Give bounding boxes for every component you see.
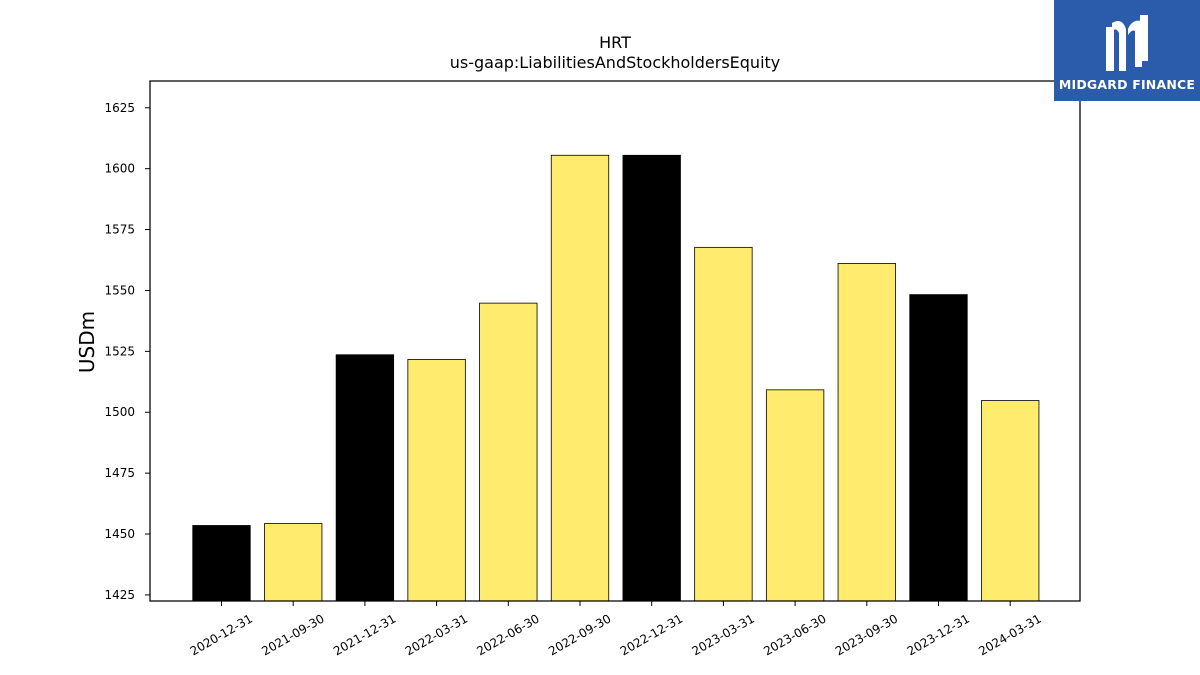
x-tick-label: 2021-09-30 [259, 611, 326, 658]
y-tick-label: 1500 [104, 405, 135, 419]
bar-2022-09-30 [550, 154, 610, 602]
y-tick-label: 1625 [104, 101, 135, 115]
x-tick-label: 2020-12-31 [188, 611, 255, 658]
y-tick-label: 1600 [104, 162, 135, 176]
y-ticks-group: 1425 1450 1475 1500 1525 1550 1575 1600 1625 [104, 101, 150, 602]
x-tick-label: 2022-12-31 [618, 611, 685, 658]
brand-logo: MIDGARD FINANCE [1054, 0, 1200, 101]
x-tick-label: 2022-09-30 [546, 611, 613, 658]
bar-2021-12-31 [335, 354, 395, 602]
y-tick-label: 1425 [104, 588, 135, 602]
x-tick-label: 2022-03-31 [403, 611, 470, 658]
x-tick-label: 2024-03-31 [976, 611, 1043, 658]
bar-2022-06-30 [479, 302, 538, 602]
brand-name: MIDGARD FINANCE [1058, 77, 1196, 92]
chart-subtitle: us-gaap:LiabilitiesAndStockholdersEquity [450, 53, 781, 72]
y-tick-label: 1525 [104, 344, 135, 358]
bar-2023-09-30 [837, 263, 896, 602]
bar-2022-12-31 [622, 154, 681, 602]
x-tick-label: 2021-12-31 [331, 611, 398, 658]
x-tick-label: 2022-06-30 [474, 611, 541, 658]
y-tick-label: 1450 [104, 527, 135, 541]
x-tick-label: 2023-06-30 [761, 611, 828, 658]
chart-title: HRT [599, 33, 631, 52]
bar-2022-03-31 [407, 358, 466, 602]
plot-frame [149, 80, 1081, 602]
bar-2021-09-30 [264, 523, 323, 602]
x-tick-label: 2023-09-30 [833, 611, 900, 658]
bar-2020-12-31 [192, 525, 251, 602]
x-tick-label: 2023-12-31 [905, 611, 972, 658]
y-tick-label: 1575 [104, 223, 135, 237]
bar-2023-12-31 [909, 294, 968, 602]
y-tick-label: 1550 [104, 283, 135, 297]
y-axis-label: USDm [75, 311, 99, 373]
x-tick-label: 2023-03-31 [689, 611, 756, 658]
bar-2023-06-30 [765, 389, 825, 602]
bar-2024-03-31 [981, 400, 1040, 602]
midgard-logo-icon [1106, 15, 1148, 71]
y-tick-label: 1475 [104, 466, 135, 480]
bars-group [192, 154, 1040, 602]
x-ticks-group: 2020-12-31 2021-09-30 2021-12-31 2022-03-31… [188, 601, 1044, 658]
bar-2023-03-31 [694, 246, 753, 602]
